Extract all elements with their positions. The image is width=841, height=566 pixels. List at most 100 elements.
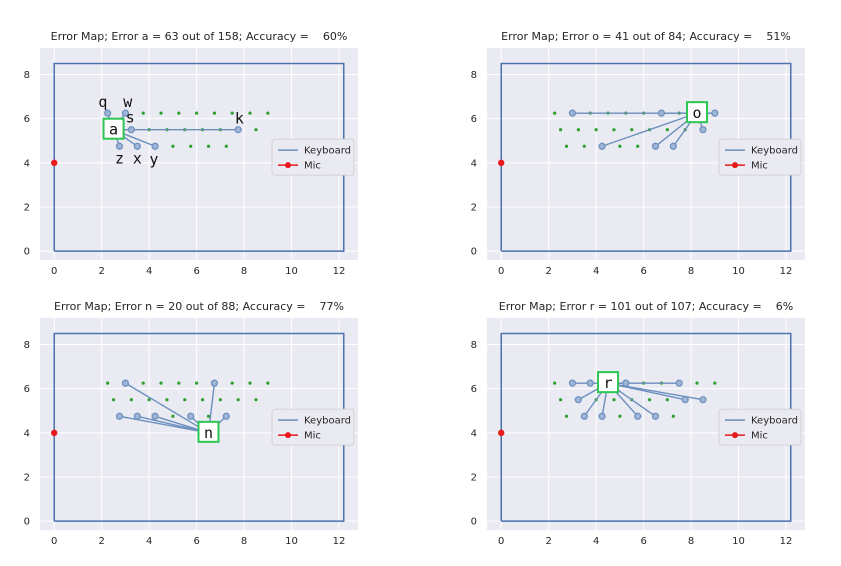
- y-tick-label: 8: [24, 340, 30, 351]
- key-annotation: w: [123, 93, 133, 111]
- y-tick-label: 0: [24, 247, 30, 258]
- x-tick-label: 4: [593, 266, 599, 277]
- error-marker: [651, 412, 660, 420]
- x-tick-label: 2: [546, 536, 552, 547]
- error-marker: [133, 142, 141, 150]
- target-key-label: n: [204, 424, 213, 442]
- error-marker: [151, 412, 159, 420]
- key-dot: [230, 111, 234, 115]
- error-line: [125, 382, 209, 434]
- x-tick-label: 10: [732, 536, 745, 547]
- x-tick-label: 10: [732, 266, 745, 277]
- key-dot: [553, 381, 557, 385]
- error-marker: [574, 396, 582, 404]
- y-tick-label: 6: [24, 114, 30, 125]
- error-marker: [699, 126, 707, 134]
- key-dot: [618, 414, 622, 418]
- error-marker: [675, 379, 683, 387]
- y-tick-label: 2: [471, 203, 477, 214]
- x-tick-label: 6: [193, 536, 199, 547]
- key-dot: [671, 414, 675, 418]
- chart-title: Error Map; Error o = 41 out of 84; Accur…: [501, 30, 791, 43]
- key-dot: [564, 144, 569, 148]
- error-marker: [711, 109, 719, 117]
- x-tick-label: 6: [640, 536, 646, 547]
- key-dot: [236, 398, 240, 402]
- error-map-panel-4: 0 2 4 6 8 10 12 0 2 4 6 8 Error Map; Error r = 101 o…: [471, 300, 805, 547]
- legend-box: [271, 138, 355, 176]
- key-dot: [695, 381, 699, 385]
- key-dot: [159, 111, 163, 115]
- legend-mic-label: Mic: [304, 161, 321, 172]
- key-dot: [183, 398, 187, 402]
- target-key-box: [197, 420, 220, 443]
- key-dot: [177, 381, 181, 385]
- y-tick-label: 4: [24, 428, 30, 439]
- x-tick-label: 8: [241, 536, 247, 547]
- key-dot: [141, 381, 145, 385]
- key-dot: [636, 144, 640, 148]
- x-tick-label: 8: [688, 266, 694, 277]
- key-dot: [165, 398, 169, 402]
- x-tick-label: 0: [498, 266, 504, 277]
- key-annotation: k: [235, 110, 244, 128]
- key-dot: [212, 111, 217, 115]
- key-annotation: q: [98, 93, 107, 111]
- error-marker: [568, 379, 577, 387]
- y-tick-label: 2: [471, 473, 477, 484]
- key-dot: [254, 128, 258, 132]
- x-tick-label: 10: [285, 266, 298, 277]
- x-tick-label: 0: [498, 536, 504, 547]
- legend-box: [718, 408, 802, 446]
- legend-mic-label: Mic: [751, 161, 768, 172]
- key-annotation: x: [133, 149, 142, 167]
- x-tick-label: 0: [51, 536, 57, 547]
- error-marker: [121, 379, 130, 387]
- key-dot: [576, 128, 580, 132]
- x-tick-label: 12: [333, 266, 346, 277]
- error-marker: [187, 412, 195, 420]
- x-tick-label: 12: [333, 536, 346, 547]
- x-tick-label: 8: [688, 536, 694, 547]
- error-marker: [133, 412, 141, 420]
- x-tick-label: 4: [146, 266, 152, 277]
- legend-mic-label: Mic: [304, 431, 321, 442]
- x-tick-label: 6: [193, 266, 199, 277]
- error-marker: [210, 379, 219, 387]
- y-tick-label: 8: [471, 70, 477, 81]
- key-dot: [582, 144, 586, 148]
- key-dot: [206, 414, 211, 418]
- x-tick-label: 6: [640, 266, 646, 277]
- legend-mic-marker: [732, 432, 738, 439]
- x-tick-label: 12: [780, 536, 793, 547]
- key-dot: [618, 144, 622, 148]
- key-dot: [111, 398, 116, 402]
- target-key-box: [686, 101, 709, 124]
- error-marker: [568, 109, 577, 117]
- target-key-box: [102, 117, 125, 140]
- key-dot: [558, 398, 563, 402]
- y-tick-label: 0: [471, 517, 477, 528]
- error-marker: [127, 126, 135, 134]
- key-dot: [195, 111, 199, 115]
- key-dot: [195, 381, 199, 385]
- error-line: [601, 112, 698, 147]
- x-tick-label: 10: [285, 536, 298, 547]
- key-dot: [106, 381, 110, 385]
- key-dot: [248, 111, 252, 115]
- key-dot: [553, 111, 557, 115]
- y-tick-label: 4: [24, 158, 30, 169]
- legend-keyboard-label: Keyboard: [304, 416, 351, 427]
- x-tick-label: 2: [99, 266, 105, 277]
- legend-mic-marker: [285, 432, 291, 439]
- error-marker: [104, 109, 112, 117]
- key-dot: [612, 128, 616, 132]
- key-dot: [665, 128, 669, 132]
- key-annotation: s: [126, 109, 135, 127]
- x-tick-label: 0: [51, 266, 57, 277]
- legend-mic-marker: [732, 162, 738, 169]
- legend-mic-marker: [285, 162, 291, 169]
- mic-marker: [51, 429, 58, 437]
- error-marker: [634, 412, 642, 420]
